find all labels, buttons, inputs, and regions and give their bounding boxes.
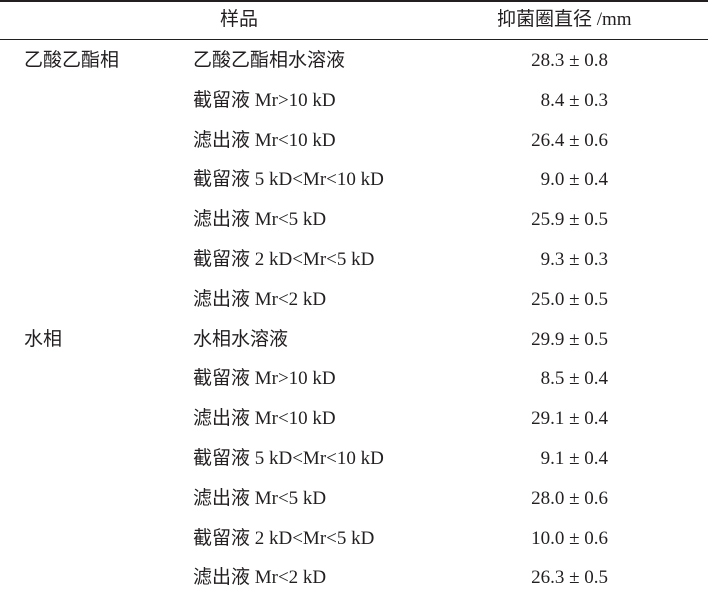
row-sample: 滤出液 Mr<10 kD — [193, 129, 336, 151]
row-group: 水相 — [24, 328, 63, 350]
row-value: 26.3 ± 0.5 — [531, 567, 608, 589]
row-group: 乙酸乙酯相 — [24, 50, 120, 71]
row-value: 9.0 ± 0.4 — [540, 169, 608, 191]
row-sample: 截留液 Mr>10 kD — [193, 89, 336, 111]
row-value: 9.3 ± 0.3 — [540, 249, 608, 270]
row-value: 9.1 ± 0.4 — [540, 448, 608, 469]
row-sample: 滤出液 Mr<2 kD — [193, 288, 327, 310]
row-value: 25.9 ± 0.5 — [531, 209, 608, 231]
row-value: 26.4 ± 0.6 — [531, 129, 608, 151]
row-sample: 乙酸乙酯相水溶液 — [193, 50, 346, 71]
row-sample: 滤出液 Mr<5 kD — [193, 209, 327, 231]
table-top-rule — [0, 0, 708, 2]
header-inhibition-zone: 抑菌圈直径 /mm — [497, 9, 632, 30]
row-value: 25.0 ± 0.5 — [531, 288, 608, 310]
row-value: 8.5 ± 0.4 — [540, 368, 608, 390]
row-sample: 滤出液 Mr<10 kD — [193, 408, 336, 430]
row-sample: 滤出液 Mr<5 kD — [193, 487, 327, 509]
row-value: 29.1 ± 0.4 — [531, 408, 608, 430]
row-sample: 截留液 2 kD<Mr<5 kD — [193, 527, 375, 549]
row-sample: 截留液 5 kD<Mr<10 kD — [193, 169, 384, 191]
header-sample: 样品 — [220, 9, 259, 30]
row-sample: 截留液 2 kD<Mr<5 kD — [193, 249, 375, 270]
row-value: 28.0 ± 0.6 — [531, 487, 608, 509]
row-sample: 截留液 5 kD<Mr<10 kD — [193, 448, 384, 469]
row-sample: 截留液 Mr>10 kD — [193, 368, 336, 390]
row-value: 28.3 ± 0.8 — [531, 50, 608, 71]
row-sample: 滤出液 Mr<2 kD — [193, 567, 327, 589]
row-value: 29.9 ± 0.5 — [531, 328, 608, 350]
row-sample: 水相水溶液 — [193, 328, 289, 350]
header-rule — [0, 39, 708, 40]
row-value: 8.4 ± 0.3 — [540, 89, 608, 111]
row-value: 10.0 ± 0.6 — [531, 527, 608, 549]
